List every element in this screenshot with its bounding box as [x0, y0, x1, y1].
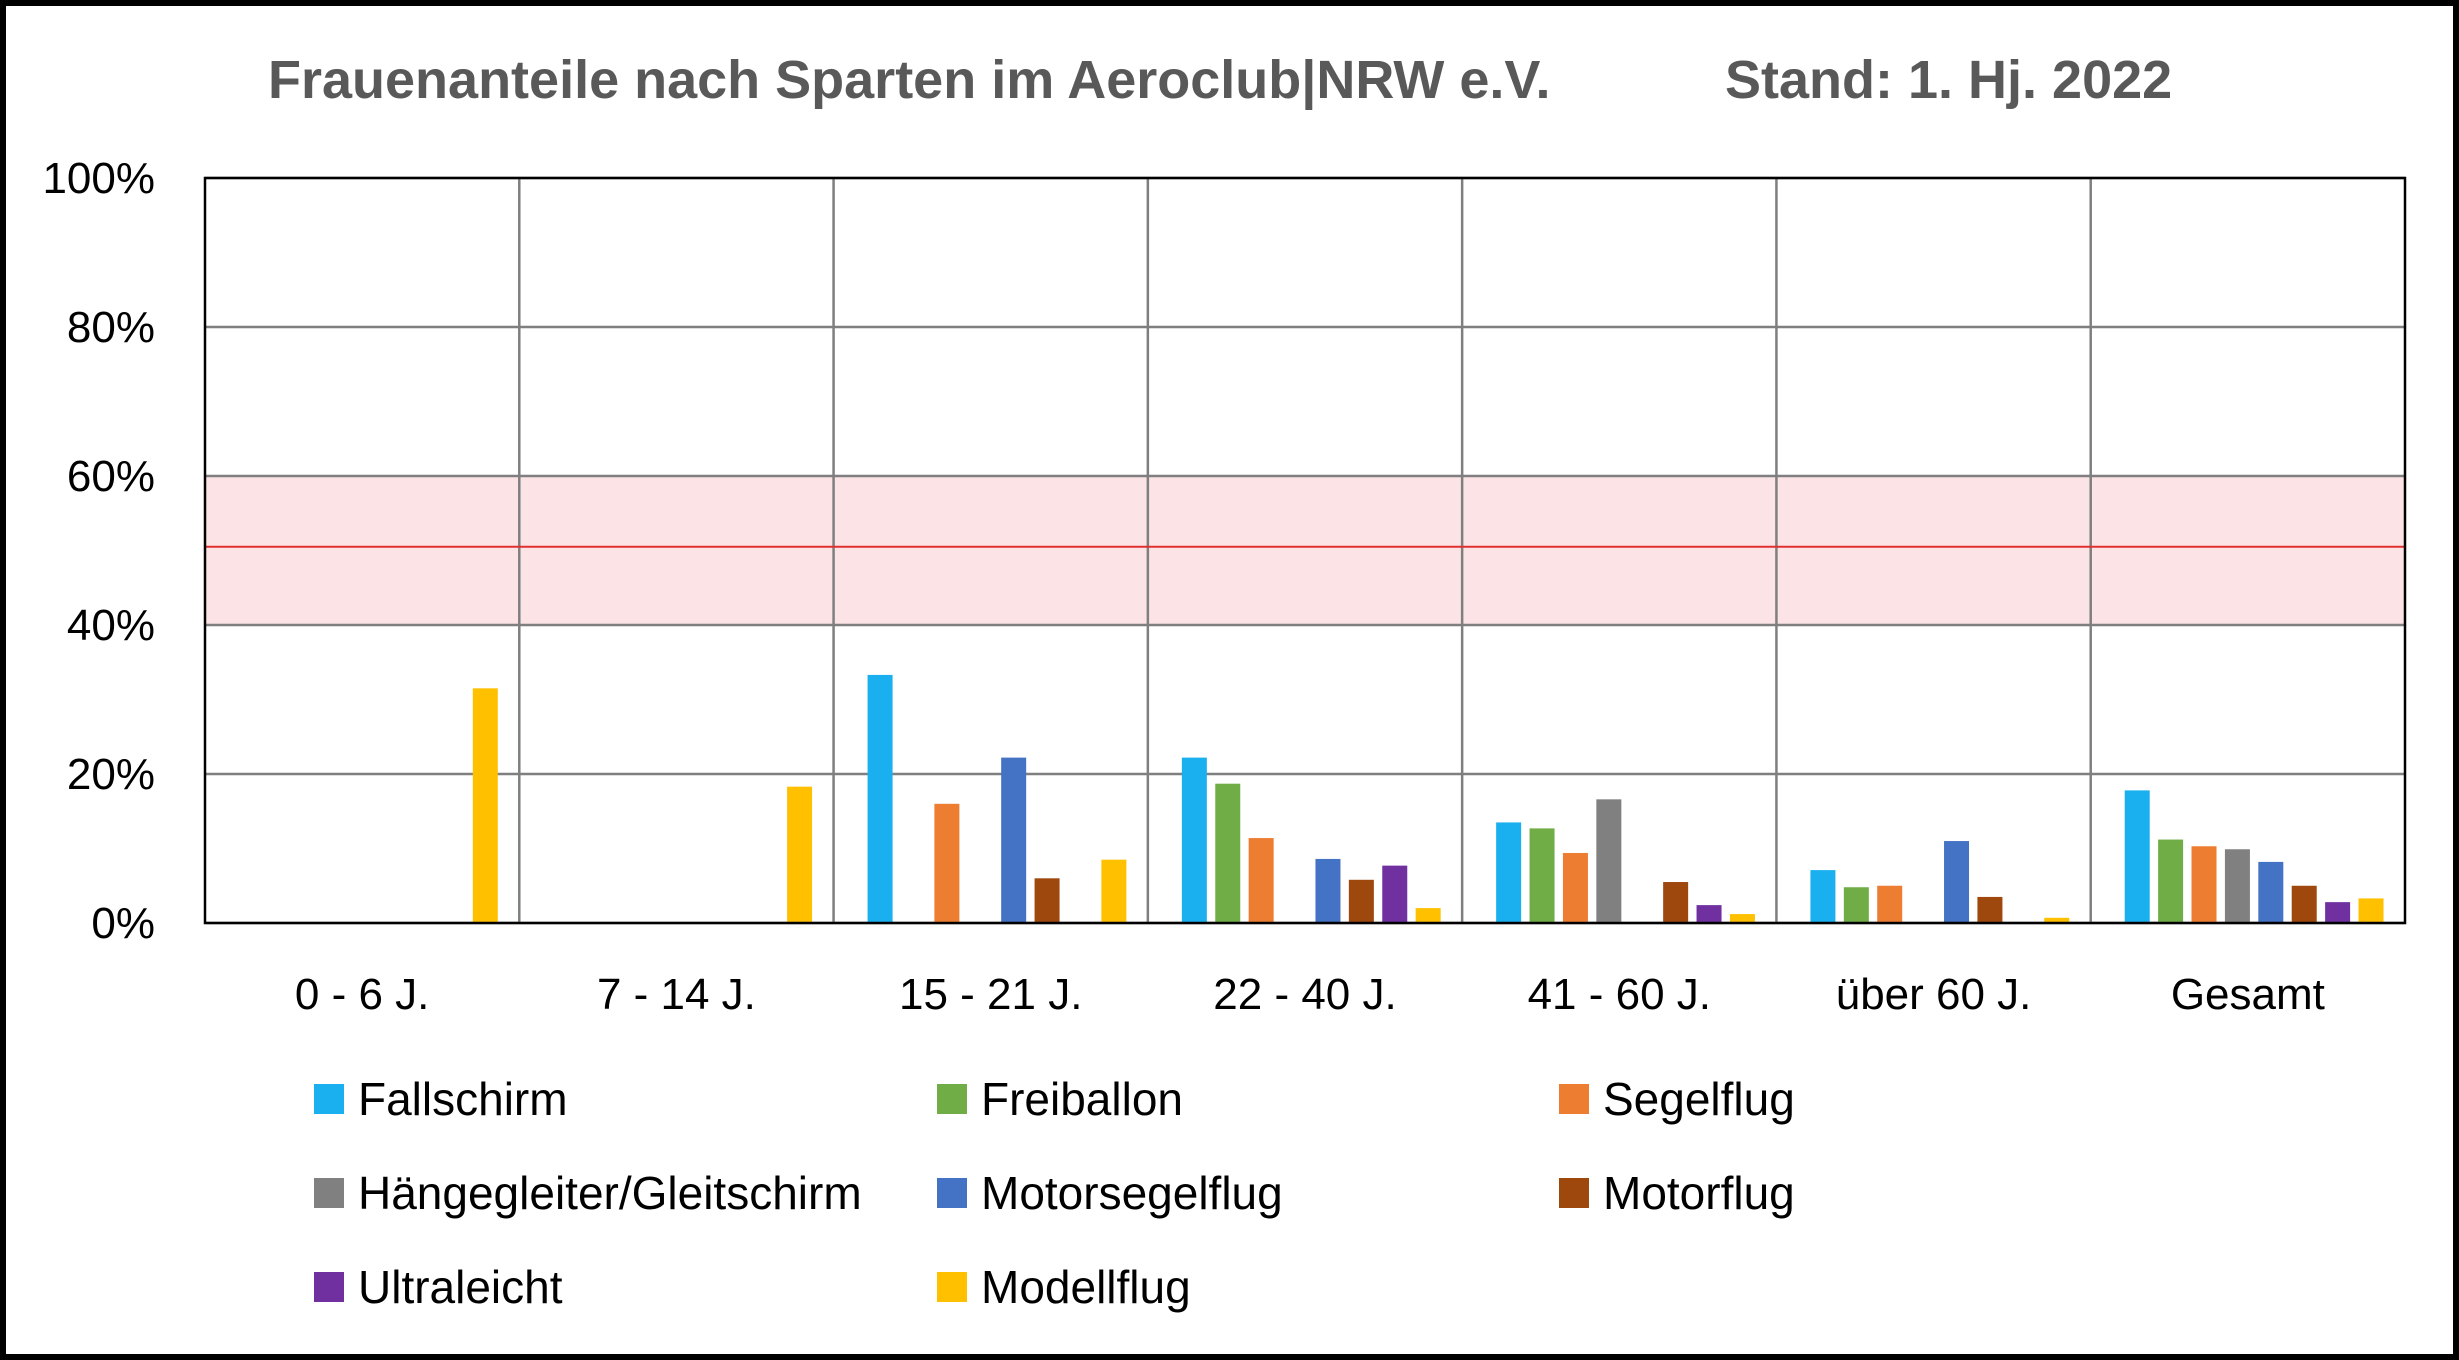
bar — [1001, 757, 1027, 923]
legend-swatch — [314, 1178, 344, 1208]
legend-swatch — [314, 1272, 344, 1302]
bar — [1562, 852, 1588, 923]
bar — [1496, 822, 1522, 923]
bar — [1529, 828, 1555, 923]
bar — [2158, 839, 2184, 923]
chart-svg: Frauenanteile nach Sparten im Aeroclub|N… — [42, 50, 2407, 1313]
y-tick-label: 60% — [67, 452, 155, 501]
bar — [1596, 799, 1622, 923]
legend-swatch — [1559, 1084, 1589, 1114]
legend: Fallschirm Freiballon Segelflug Hängegleite… — [314, 1073, 1795, 1313]
bar — [1415, 908, 1441, 923]
plot-area: 0% 20% 40% 60% 80% 100% 0 - 6 J. 7 - 14 J. 15 - … — [42, 154, 2407, 1019]
legend-swatch — [314, 1084, 344, 1114]
bar — [2224, 849, 2250, 923]
legend-label: Hängegleiter/Gleitschirm — [358, 1167, 862, 1219]
x-tick-label: Gesamt — [2171, 970, 2325, 1019]
legend-label: Freiballon — [981, 1073, 1183, 1125]
bar — [1729, 914, 1755, 923]
x-tick-label: über 60 J. — [1836, 970, 2032, 1019]
bar — [1181, 757, 1207, 923]
y-tick-label: 20% — [67, 750, 155, 799]
chart-title: Frauenanteile nach Sparten im Aeroclub|N… — [268, 50, 1550, 111]
legend-item: Modellflug — [937, 1261, 1191, 1313]
bar — [2358, 898, 2384, 923]
bar — [2044, 917, 2070, 923]
legend-item: Segelflug — [1559, 1073, 1795, 1125]
x-tick-label: 15 - 21 J. — [899, 970, 1082, 1019]
legend-label: Modellflug — [981, 1261, 1191, 1313]
legend-swatch — [937, 1272, 967, 1302]
chart-subtitle: Stand: 1. Hj. 2022 — [1725, 50, 2172, 110]
legend-item: Ultraleicht — [314, 1261, 563, 1313]
legend-label: Ultraleicht — [358, 1261, 563, 1313]
y-tick-label: 40% — [67, 601, 155, 650]
legend-item: Freiballon — [937, 1073, 1183, 1125]
bar — [934, 803, 960, 923]
bar — [472, 688, 498, 923]
legend-label: Segelflug — [1603, 1073, 1795, 1125]
plot-border — [203, 176, 2407, 925]
legend-item: Motorsegelflug — [937, 1167, 1283, 1219]
bar — [1034, 878, 1060, 923]
bar — [2291, 885, 2317, 923]
bar — [1810, 870, 1836, 923]
y-tick-label: 80% — [67, 303, 155, 352]
bar — [787, 786, 813, 923]
bar — [1944, 841, 1970, 923]
reference-band — [205, 476, 2405, 625]
bar — [1315, 858, 1341, 923]
bar — [1382, 865, 1408, 923]
legend-item: Fallschirm — [314, 1073, 568, 1125]
bar — [1248, 838, 1274, 923]
legend-label: Fallschirm — [358, 1073, 568, 1125]
bar — [1843, 887, 1869, 923]
bar — [867, 674, 893, 923]
x-tick-label: 41 - 60 J. — [1528, 970, 1711, 1019]
bar — [1977, 896, 2003, 923]
x-tick-label: 22 - 40 J. — [1213, 970, 1396, 1019]
bar — [1877, 885, 1903, 923]
bar — [2191, 846, 2217, 923]
bar — [2325, 902, 2351, 923]
bar — [1215, 783, 1241, 923]
legend-label: Motorsegelflug — [981, 1167, 1283, 1219]
legend-item: Motorflug — [1559, 1167, 1795, 1219]
bar — [1348, 879, 1374, 923]
bar — [2124, 790, 2150, 923]
bar — [1663, 882, 1689, 923]
legend-label: Motorflug — [1603, 1167, 1795, 1219]
x-tick-label: 0 - 6 J. — [295, 970, 430, 1019]
x-tick-label: 7 - 14 J. — [597, 970, 756, 1019]
y-tick-label: 0% — [91, 899, 155, 948]
legend-swatch — [937, 1084, 967, 1114]
bar — [1696, 905, 1722, 923]
legend-swatch — [1559, 1178, 1589, 1208]
y-tick-label: 100% — [42, 154, 155, 203]
bar — [2258, 861, 2284, 923]
bar — [1101, 859, 1127, 923]
legend-item: Hängegleiter/Gleitschirm — [314, 1167, 862, 1219]
legend-swatch — [937, 1178, 967, 1208]
